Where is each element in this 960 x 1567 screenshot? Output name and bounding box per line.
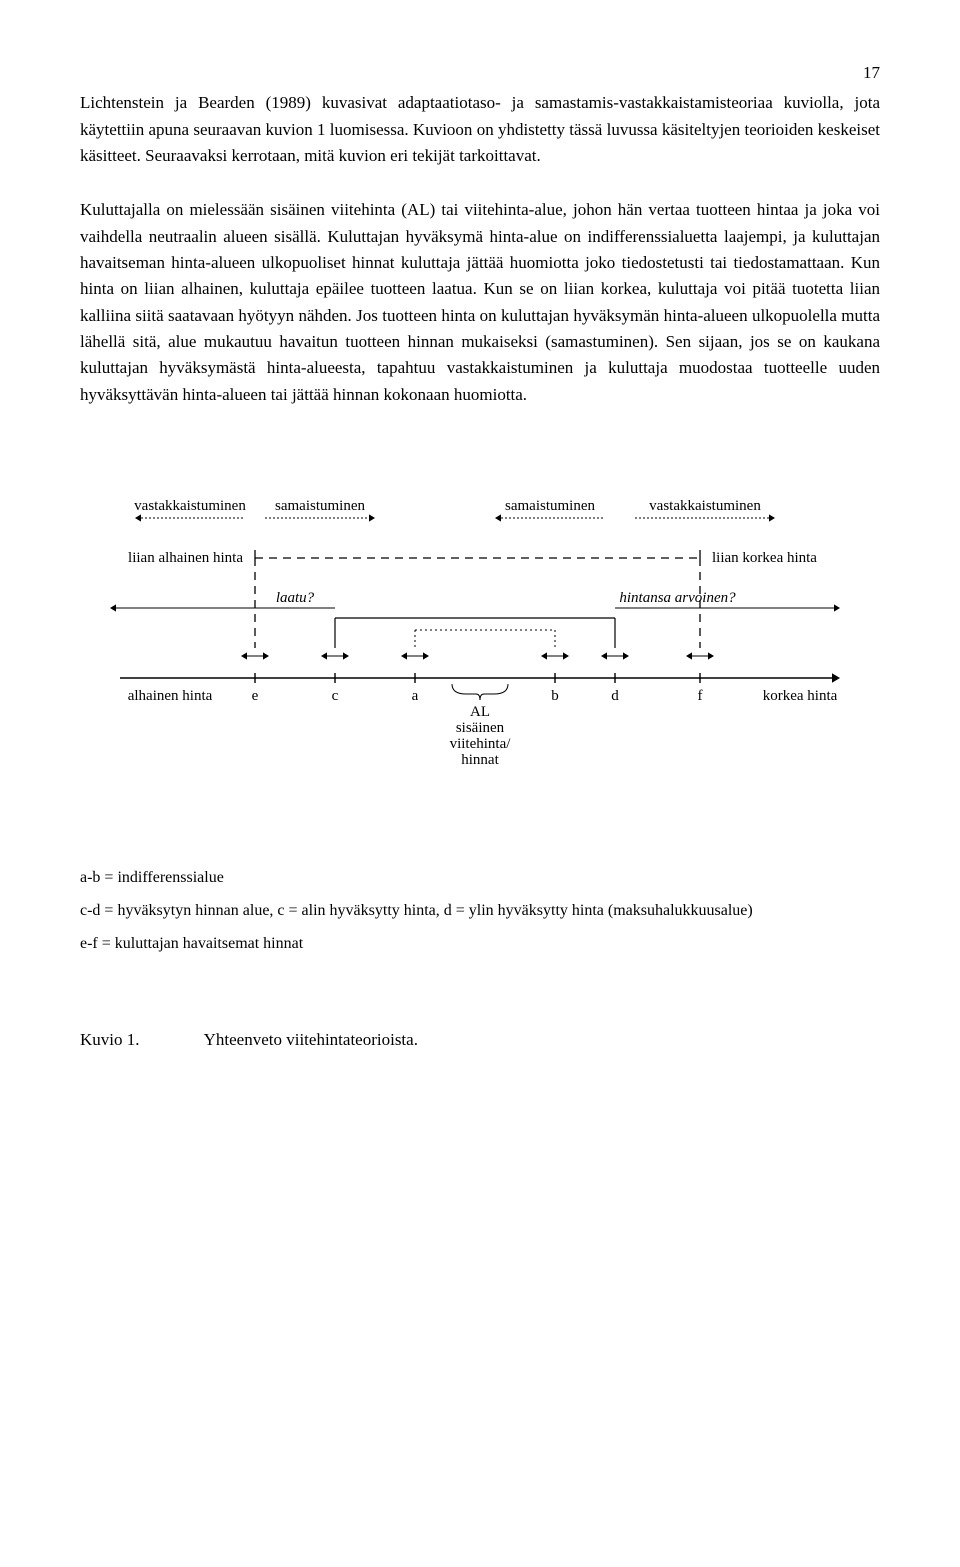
svg-text:hintansa arvoinen?: hintansa arvoinen?: [619, 590, 736, 606]
svg-text:c: c: [332, 688, 339, 704]
svg-text:liian korkea hinta: liian korkea hinta: [712, 550, 817, 566]
svg-text:hinnat: hinnat: [461, 752, 499, 768]
diagram-legend: a-b = indifferenssialue c-d = hyväksytyn…: [80, 866, 880, 956]
svg-text:samaistuminen: samaistuminen: [275, 498, 365, 514]
svg-text:f: f: [698, 688, 703, 704]
paragraph-2: Kuluttajalla on mielessään sisäinen viit…: [80, 197, 880, 408]
paragraph-1: Lichtenstein ja Bearden (1989) kuvasivat…: [80, 90, 880, 169]
reference-price-diagram: vastakkaistuminen samaistuminen samaistumi…: [80, 478, 880, 776]
svg-text:alhainen hinta: alhainen hinta: [128, 688, 213, 704]
svg-text:samaistuminen: samaistuminen: [505, 498, 595, 514]
legend-line-3: e-f = kuluttajan havaitsemat hinnat: [80, 932, 880, 957]
figure-caption: Kuvio 1. Yhteenveto viitehintateorioista…: [80, 1027, 880, 1053]
svg-text:a: a: [412, 688, 419, 704]
svg-text:laatu?: laatu?: [276, 590, 315, 606]
svg-text:d: d: [611, 688, 619, 704]
svg-text:b: b: [551, 688, 559, 704]
legend-line-1: a-b = indifferenssialue: [80, 866, 880, 891]
svg-text:viitehinta/: viitehinta/: [450, 736, 512, 752]
svg-text:sisäinen: sisäinen: [456, 720, 505, 736]
svg-text:korkea hinta: korkea hinta: [763, 688, 838, 704]
svg-text:liian alhainen hinta: liian alhainen hinta: [128, 550, 243, 566]
legend-line-2: c-d = hyväksytyn hinnan alue, c = alin h…: [80, 899, 880, 924]
figure-text: Yhteenveto viitehintateorioista.: [204, 1030, 418, 1049]
figure-label: Kuvio 1.: [80, 1027, 200, 1053]
svg-text:vastakkaistuminen: vastakkaistuminen: [134, 498, 246, 514]
svg-text:e: e: [252, 688, 259, 704]
page-number: 17: [80, 60, 880, 86]
svg-text:vastakkaistuminen: vastakkaistuminen: [649, 498, 761, 514]
diagram-svg: vastakkaistuminen samaistuminen samaistumi…: [80, 478, 880, 768]
svg-text:AL: AL: [470, 704, 490, 720]
